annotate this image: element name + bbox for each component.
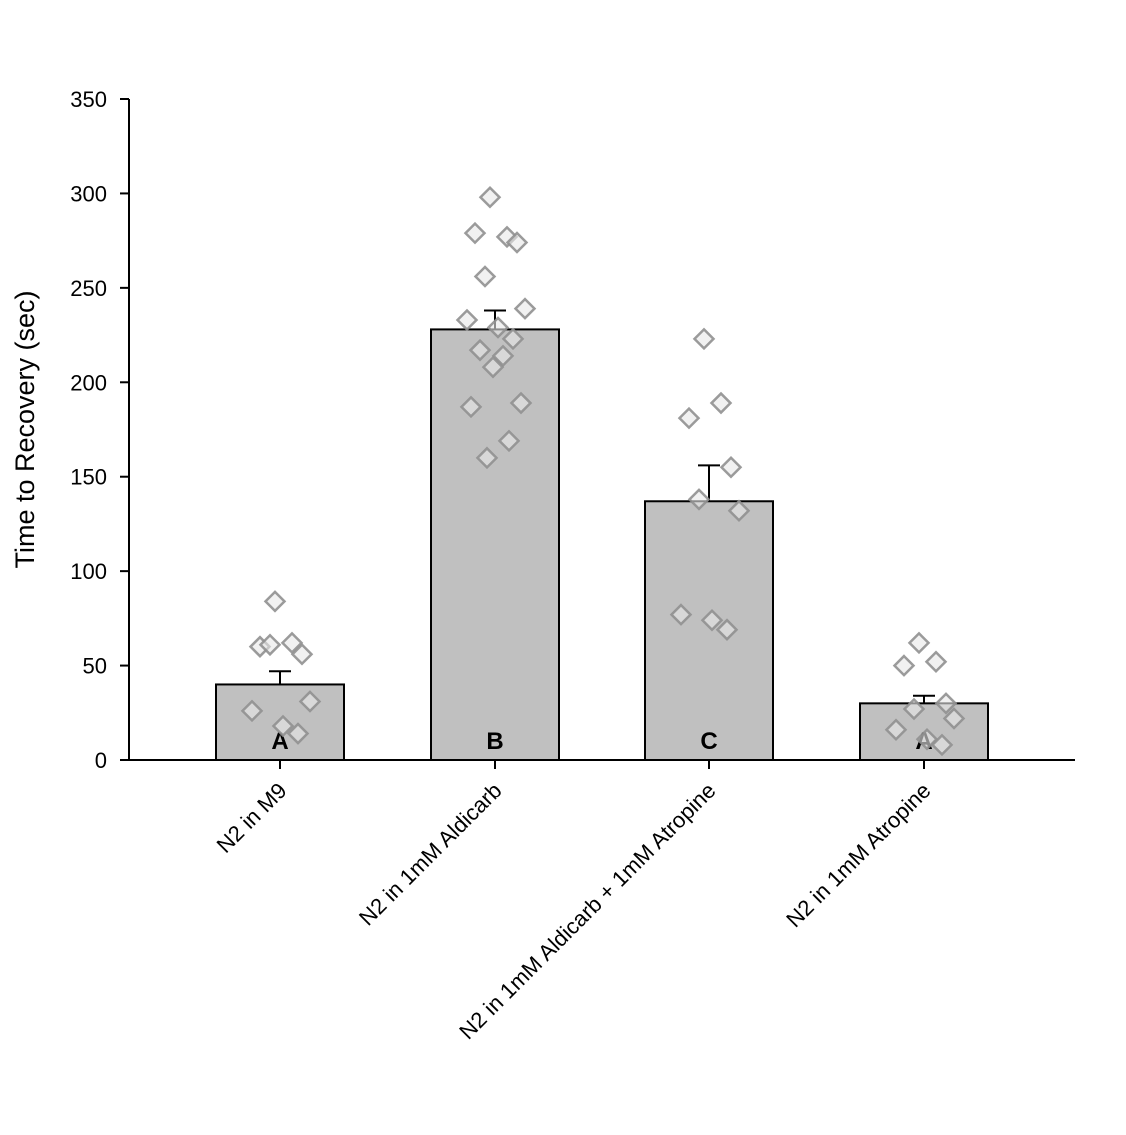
data-point xyxy=(930,733,954,757)
x-tick-label: N2 in M9 xyxy=(212,778,292,858)
data-point xyxy=(468,338,492,362)
data-point xyxy=(486,316,510,339)
x-tick-label: N2 in 1mM Aldicarb xyxy=(354,778,507,931)
data-point xyxy=(290,642,314,666)
data-point xyxy=(280,631,304,655)
bar xyxy=(644,500,774,761)
y-tick-label: 0 xyxy=(95,748,107,773)
data-point xyxy=(473,265,497,288)
bars: ABCA xyxy=(215,309,989,762)
data-point xyxy=(715,618,739,641)
data-point xyxy=(501,327,525,351)
y-tick-label: 350 xyxy=(70,87,107,112)
data-point xyxy=(669,603,693,626)
data-point xyxy=(463,221,487,245)
data-point xyxy=(475,446,499,470)
data-point xyxy=(271,714,295,738)
data-point xyxy=(491,344,515,368)
data-point xyxy=(497,429,521,453)
data-point xyxy=(700,608,724,632)
data-point xyxy=(298,690,322,713)
data-point xyxy=(727,499,751,522)
data-point xyxy=(481,355,505,379)
bar xyxy=(430,328,560,761)
data-point xyxy=(892,654,916,677)
data-point xyxy=(459,395,483,419)
data-points xyxy=(240,185,966,757)
data-point xyxy=(509,391,533,415)
y-axis-title: Time to Recovery (sec) xyxy=(10,290,40,568)
data-point xyxy=(934,692,958,715)
data-point xyxy=(884,718,908,742)
y-tick-label: 300 xyxy=(70,181,107,206)
data-point xyxy=(455,308,479,332)
data-point xyxy=(263,590,287,613)
data-point xyxy=(907,631,931,655)
data-point xyxy=(719,456,743,479)
data-point xyxy=(687,488,711,511)
data-point xyxy=(240,699,264,723)
data-point xyxy=(286,722,310,745)
data-point xyxy=(902,697,926,721)
data-point xyxy=(924,650,948,674)
data-point xyxy=(513,297,537,320)
group-letter-label: B xyxy=(486,728,503,755)
data-point xyxy=(478,185,502,209)
group-letter-label: C xyxy=(700,728,717,755)
y-tick-label: 250 xyxy=(70,276,107,301)
data-point xyxy=(505,231,529,254)
y-tick-label: 150 xyxy=(70,465,107,490)
data-point xyxy=(709,391,733,415)
bar xyxy=(215,683,345,762)
y-tick-label: 100 xyxy=(70,559,107,584)
x-tick-label: N2 in 1mM Atropine xyxy=(781,778,935,932)
y-tick-label: 50 xyxy=(83,654,107,679)
data-point xyxy=(942,707,966,730)
data-point xyxy=(692,327,716,351)
data-point xyxy=(677,406,701,430)
x-tick-label: N2 in 1mM Aldicarb + 1mM Atropine xyxy=(454,778,720,1044)
y-tick-label: 200 xyxy=(70,370,107,395)
y-axis: 0 50 100 150 200 250 300 350 xyxy=(70,87,130,773)
data-point xyxy=(258,633,282,657)
